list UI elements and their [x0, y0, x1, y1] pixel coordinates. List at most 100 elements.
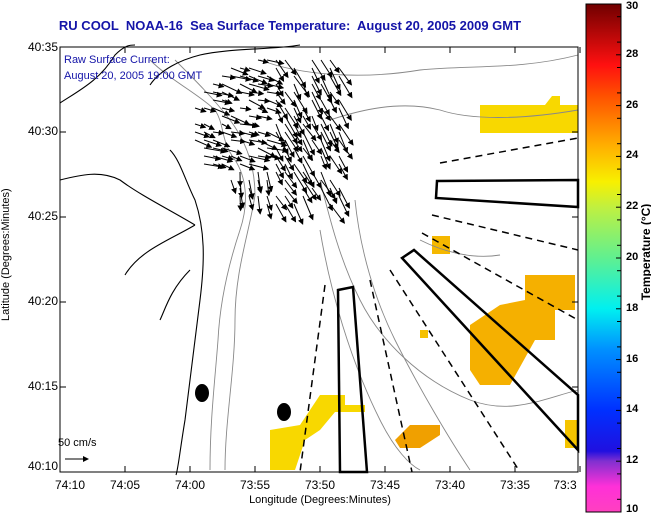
current-vector [320, 83, 333, 104]
current-vector [284, 171, 298, 189]
current-vector [293, 91, 308, 114]
current-vector [293, 67, 307, 89]
colorbar-tick-label: 22 [626, 200, 639, 213]
current-vector [302, 123, 317, 142]
current-vector [329, 75, 342, 97]
current-vector [338, 75, 353, 99]
current-vector [338, 107, 349, 130]
current-vector [239, 139, 256, 146]
current-vector [311, 139, 323, 155]
current-vector [275, 83, 284, 97]
colorbar-tick-label: 26 [626, 98, 639, 111]
current-vector [284, 139, 295, 158]
plot-frame [59, 46, 579, 473]
current-vector [302, 83, 310, 99]
current-vector [266, 131, 285, 142]
shipping-lane-east [434, 178, 580, 209]
sst-patch [480, 105, 578, 133]
current-vector [257, 97, 271, 104]
current-vector [284, 131, 299, 153]
current-vector [194, 131, 211, 139]
overlay-current-label: Raw Surface Current: [64, 54, 170, 66]
current-vector [275, 203, 287, 223]
current-vector [212, 139, 231, 148]
current-vector [275, 171, 283, 186]
sst-patch [545, 96, 560, 105]
current-vector [338, 99, 352, 122]
current-vector [212, 107, 231, 116]
current-vector [302, 179, 317, 201]
x-tick-label: 74:10 [54, 478, 86, 492]
current-vector [257, 139, 279, 150]
shipping-lane-south [336, 285, 369, 474]
current-vector [320, 187, 333, 212]
colorbar-title: Temperature (°C) [639, 203, 651, 301]
current-vector [266, 171, 274, 193]
current-vector [257, 107, 269, 113]
colorbar-tick-label: 12 [626, 454, 639, 467]
colorbar-tick-label: 24 [626, 149, 639, 162]
current-vector [293, 203, 304, 225]
current-vector [275, 91, 286, 105]
current-vector [329, 187, 338, 205]
current-vector [284, 203, 297, 223]
current-vector [275, 59, 289, 79]
x-tick-label: 73:40 [434, 478, 466, 492]
scale-vector-label: 50 cm/s [58, 437, 97, 449]
current-vector [266, 203, 273, 220]
current-vector [221, 163, 235, 171]
current-vector [203, 91, 223, 98]
current-vector [293, 131, 303, 146]
current-vector [311, 75, 322, 96]
current-vector [248, 67, 267, 75]
current-vector [311, 187, 322, 201]
current-vector [293, 139, 303, 153]
current-vector [230, 67, 249, 76]
current-vector [329, 99, 337, 114]
current-vector [311, 115, 319, 132]
current-vector [266, 195, 273, 212]
x-tick-label: 73:3 [553, 478, 577, 492]
current-vector [302, 187, 313, 204]
current-vector [275, 147, 284, 162]
current-vector [311, 59, 326, 81]
colorbar-ticks [616, 3, 621, 513]
current-vector [338, 187, 350, 209]
colorbar-tick-label: 18 [626, 301, 639, 314]
current-vector [203, 107, 217, 113]
precautionary-area-lines [299, 137, 579, 473]
current-vector [311, 171, 322, 189]
current-vector [311, 123, 323, 141]
current-vector [256, 179, 263, 194]
colorbar-tick-label: 20 [626, 251, 639, 263]
current-vector [338, 163, 348, 181]
current-vector [230, 155, 243, 162]
current-vector [329, 179, 341, 197]
current-vector [266, 75, 284, 85]
current-vector [284, 91, 297, 108]
current-vector [275, 107, 284, 124]
current-vector [230, 115, 251, 126]
current-vector [248, 114, 263, 121]
current-vector [248, 130, 260, 137]
current-vector [194, 107, 207, 113]
current-vector [221, 91, 241, 101]
current-vector [302, 147, 314, 161]
current-vector [320, 123, 333, 147]
colorbar-tick-label: 28 [626, 47, 639, 60]
current-vector [338, 123, 354, 146]
axis-ticks [59, 46, 581, 473]
current-vector [203, 131, 216, 139]
colorbar-tick-label: 10 [626, 503, 639, 515]
current-vector [302, 107, 311, 123]
current-vector [221, 154, 234, 161]
current-vector [284, 107, 299, 129]
colorbar-tick-label: 14 [626, 403, 639, 416]
current-vector [266, 83, 285, 90]
current-vector [284, 187, 298, 204]
current-vector [329, 91, 340, 106]
current-vector [302, 195, 314, 221]
overlay-current-time: August 20, 2005 19:00 GMT [64, 70, 203, 82]
current-vector [194, 122, 207, 129]
